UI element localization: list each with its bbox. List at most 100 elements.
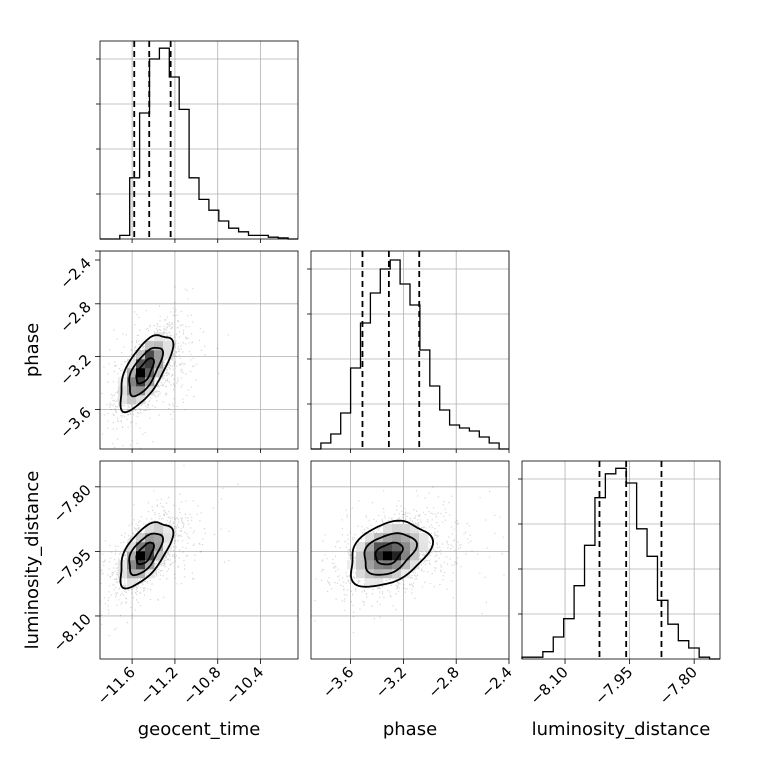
density-cell: [127, 578, 137, 588]
x-tick-label: −11.2: [137, 663, 182, 708]
density-cell: [410, 560, 420, 570]
density-cell: [154, 533, 164, 543]
contour-level-2: [128, 532, 165, 577]
histogram-phase: [311, 259, 509, 450]
density-cell: [145, 359, 155, 369]
density-cell: [356, 560, 366, 570]
hist-frame: [310, 250, 510, 450]
density-cell: [401, 533, 411, 543]
density-cell: [154, 551, 164, 561]
y-tick-label: −2.8: [56, 298, 94, 336]
contour-level-3: [119, 521, 175, 590]
panel-frame: [99, 250, 299, 450]
density-cell: [118, 569, 128, 579]
x-tick-label: −2.8: [425, 663, 463, 701]
density-cell: [127, 560, 137, 570]
density-cell: [154, 350, 164, 360]
density-cell: [374, 578, 384, 588]
density-cell: [145, 377, 155, 387]
density-cell: [154, 359, 164, 369]
panel-frame: [310, 460, 510, 660]
density-cell: [365, 533, 375, 543]
x-tick-label: −11.6: [94, 663, 139, 708]
density-cell: [145, 386, 155, 396]
x-axis-label-phase: phase: [383, 719, 437, 740]
density-cell: [154, 542, 164, 552]
density-cell: [419, 542, 429, 552]
density-cell: [136, 533, 146, 543]
density-cell: [127, 359, 137, 369]
density-cell: [145, 524, 155, 534]
density-cell: [401, 542, 411, 552]
y-tick-label: −7.95: [50, 545, 95, 590]
density-cell: [392, 560, 402, 570]
density-cell: [401, 560, 411, 570]
density-cell: [392, 569, 402, 579]
density-cell: [383, 551, 393, 561]
panel-phase-vs-luminosity_distance: [310, 460, 510, 660]
y-tick-label: −2.4: [56, 254, 94, 292]
density-cell: [410, 551, 420, 561]
x-tick-label: −7.95: [591, 663, 636, 708]
panel-content: [311, 461, 509, 659]
density-cell: [419, 533, 429, 543]
density-cell: [145, 533, 155, 543]
density-cell: [145, 350, 155, 360]
density-cell: [145, 560, 155, 570]
density-cell: [136, 350, 146, 360]
density-cell: [401, 524, 411, 534]
contour-level-1: [135, 541, 155, 566]
density-cell: [145, 542, 155, 552]
density-cell: [154, 368, 164, 378]
density-cell: [356, 569, 366, 579]
histogram-luminosity_distance: [521, 467, 720, 660]
density-cell: [127, 395, 137, 405]
y-axis-label-luminosity_distance: luminosity_distance: [22, 471, 43, 650]
x-tick-label: −3.2: [372, 663, 410, 701]
density-cell: [365, 542, 375, 552]
density-cell: [401, 569, 411, 579]
y-tick-label: −8.10: [50, 610, 95, 655]
contour-level-1: [135, 357, 155, 385]
density-cell: [163, 533, 173, 543]
y-tick-label: −3.6: [56, 404, 94, 442]
histogram-geocent_time: [100, 47, 298, 240]
contour-level-1: [374, 541, 404, 566]
density-cell: [365, 578, 375, 588]
hist-panel-luminosity_distance: [518, 460, 721, 660]
density-cell: [401, 551, 411, 561]
density-cell: [163, 542, 173, 552]
x-tick-label: −10.4: [222, 663, 267, 708]
density-cell: [356, 542, 366, 552]
hist-frame: [521, 460, 721, 660]
density-cell: [374, 551, 384, 561]
density-cell: [136, 368, 146, 378]
x-tick-label: −2.4: [477, 663, 515, 701]
panel-frame: [99, 460, 299, 660]
contour-level-3: [349, 519, 435, 588]
x-axis-label-luminosity_distance: luminosity_distance: [532, 719, 711, 740]
x-axis-label-geocent_time: geocent_time: [138, 719, 261, 740]
density-cell: [163, 341, 173, 351]
density-cell: [154, 341, 164, 351]
density-cell: [410, 542, 420, 552]
x-tick-label: −7.80: [656, 663, 701, 708]
density-cell: [356, 551, 366, 561]
density-cell: [127, 368, 137, 378]
density-cell: [154, 524, 164, 534]
hist-frame: [99, 40, 299, 240]
panel-geocent_time-vs-luminosity_distance: [99, 460, 299, 660]
density-cell: [154, 332, 164, 342]
panel-geocent_time-vs-phase: [99, 250, 299, 450]
y-tick-label: −7.80: [50, 481, 95, 526]
density-cell: [136, 377, 146, 387]
density-cell: [118, 386, 128, 396]
density-cell: [145, 569, 155, 579]
density-cell: [118, 560, 128, 570]
density-cell: [127, 386, 137, 396]
density-cell: [392, 533, 402, 543]
density-cell: [163, 524, 173, 534]
density-cell: [136, 359, 146, 369]
density-cell: [136, 386, 146, 396]
hist-panel-geocent_time: [96, 40, 299, 240]
